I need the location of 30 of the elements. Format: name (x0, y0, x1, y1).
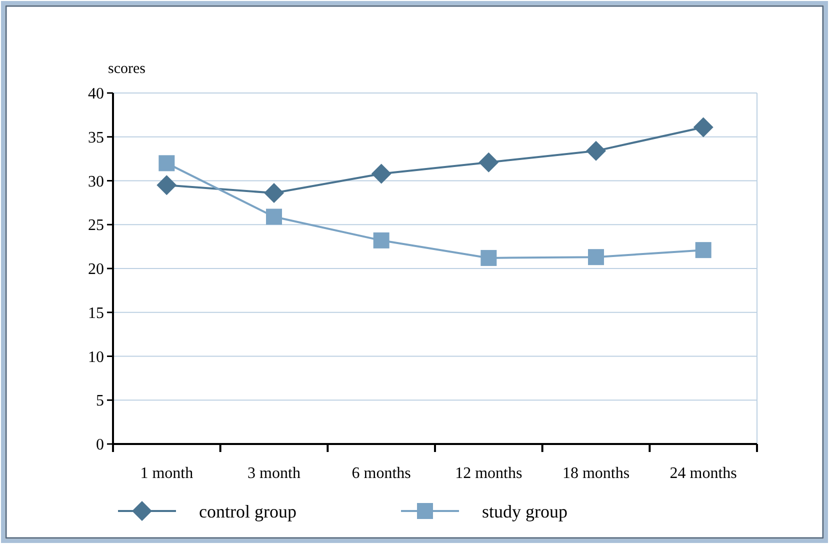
point (478, 152, 499, 172)
x-tick-label: 18 months (562, 465, 630, 482)
point (158, 155, 175, 172)
y-axis-title: scores (108, 61, 146, 77)
x-tick-label: 6 months (352, 465, 411, 482)
point (695, 242, 712, 258)
point (480, 250, 497, 266)
x-tick-label: 12 months (455, 465, 522, 482)
point (266, 208, 282, 225)
point (156, 175, 177, 196)
y-tick-label: 30 (88, 173, 104, 190)
y-tick-label: 15 (88, 304, 104, 322)
legend-label: study group (482, 501, 568, 522)
y-tick-label: 0 (96, 436, 104, 454)
legend-label: control group (199, 501, 296, 522)
y-tick-label: 10 (88, 348, 104, 366)
point (373, 232, 390, 248)
x-tick-label: 3 month (248, 465, 300, 482)
point (264, 183, 284, 204)
point (371, 164, 392, 184)
y-tick-label: 35 (88, 129, 104, 146)
point (586, 140, 606, 161)
point (588, 249, 604, 266)
point (693, 117, 714, 138)
y-tick-label: 20 (88, 261, 104, 278)
y-tick-label: 40 (88, 86, 104, 103)
y-tick-label: 5 (96, 392, 104, 410)
y-tick-label: 25 (88, 217, 104, 234)
x-tick-label: 24 months (670, 465, 737, 482)
x-tick-label: 1 month (140, 465, 194, 482)
